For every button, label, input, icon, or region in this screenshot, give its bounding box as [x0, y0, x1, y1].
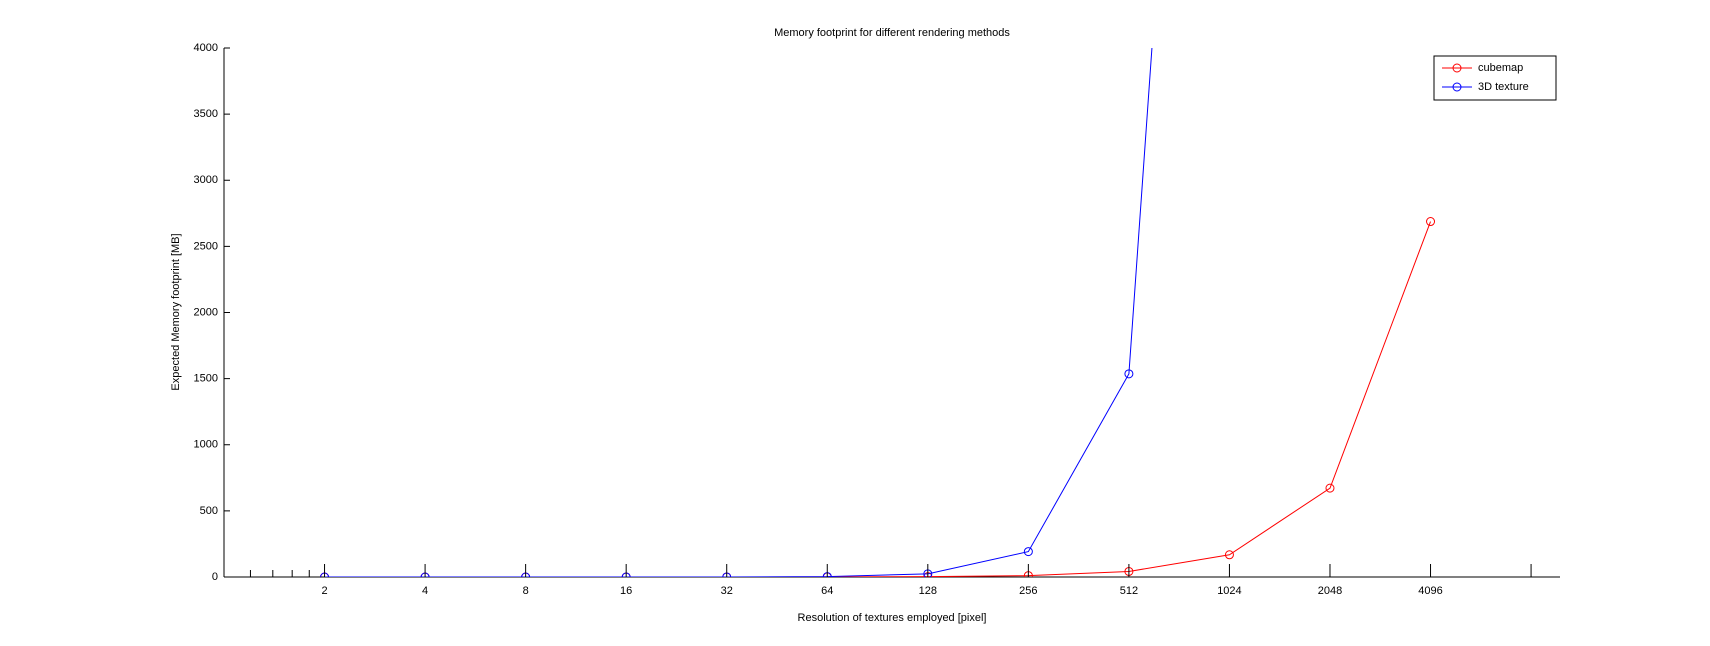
x-tick-label: 256 [1019, 585, 1037, 597]
x-tick-label: 2 [321, 585, 327, 597]
x-tick-label: 4 [422, 585, 428, 597]
legend-marker [1452, 63, 1462, 73]
y-tick-label: 1000 [194, 439, 218, 451]
x-tick-label: 128 [919, 585, 937, 597]
y-tick-label: 1500 [194, 373, 218, 385]
data-line [324, 48, 1153, 577]
data-line [324, 221, 1431, 577]
data-marker [1224, 550, 1234, 560]
x-tick-label: 16 [620, 585, 632, 597]
x-tick-label: 1024 [1217, 585, 1241, 597]
data-marker [1023, 547, 1033, 557]
x-tick-label: 512 [1120, 585, 1138, 597]
y-tick-label: 2000 [194, 306, 218, 318]
x-tick-label: 2048 [1318, 585, 1342, 597]
x-tick-label: 32 [721, 585, 733, 597]
chart-title: Memory footprint for different rendering… [774, 27, 1010, 39]
y-tick-label: 3000 [194, 174, 218, 186]
y-tick-label: 2500 [194, 240, 218, 252]
y-tick-label: 0 [212, 571, 218, 583]
x-tick-label: 64 [821, 585, 833, 597]
data-marker [1325, 483, 1335, 493]
legend-label: cubemap [1478, 62, 1523, 74]
legend-box [1433, 55, 1557, 101]
y-tick-label: 3500 [194, 108, 218, 120]
x-tick-label: 4096 [1418, 585, 1442, 597]
data-marker [1426, 217, 1436, 227]
y-tick-label: 500 [200, 505, 218, 517]
x-tick-label: 8 [523, 585, 529, 597]
data-marker [1124, 369, 1134, 379]
legend-marker [1452, 82, 1462, 92]
y-tick-label: 4000 [194, 42, 218, 54]
legend-label: 3D texture [1478, 81, 1529, 93]
y-axis-label: Expected Memory footprint [MB] [170, 233, 182, 390]
plot-area [320, 48, 1436, 577]
x-axis-label: Resolution of textures employed [pixel] [798, 612, 987, 624]
